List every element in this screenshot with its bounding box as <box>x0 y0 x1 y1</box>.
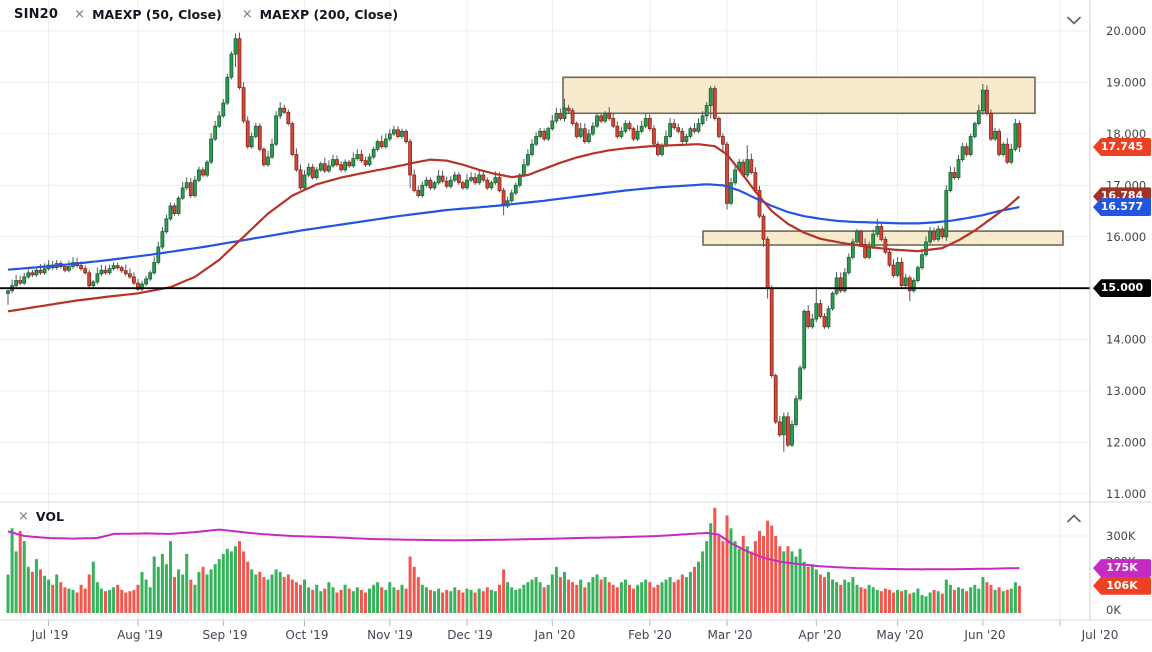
svg-text:Feb '20: Feb '20 <box>628 628 672 642</box>
ma200-value-badge: 16.577 <box>1093 198 1151 217</box>
indicator-label-maexp50[interactable]: MAEXP (50, Close) <box>92 7 222 22</box>
svg-text:11.000: 11.000 <box>1106 487 1146 501</box>
svg-text:Dec '19: Dec '19 <box>447 628 493 642</box>
svg-text:12.000: 12.000 <box>1106 436 1146 450</box>
svg-text:18.000: 18.000 <box>1106 127 1146 141</box>
volume-indicator-label[interactable]: VOL <box>35 509 64 524</box>
svg-text:20.000: 20.000 <box>1106 24 1146 38</box>
indicator-label-maexp200[interactable]: MAEXP (200, Close) <box>259 7 399 22</box>
last-price-badge: 17.745 <box>1093 137 1151 156</box>
volume-legend: × VOL <box>18 509 64 524</box>
remove-ma50-icon[interactable]: × <box>74 7 86 22</box>
svg-text:May '20: May '20 <box>876 628 923 642</box>
svg-text:0K: 0K <box>1106 603 1121 617</box>
time-axis[interactable] <box>0 620 1152 652</box>
svg-text:Jun '20: Jun '20 <box>963 628 1005 642</box>
remove-ma200-icon[interactable]: × <box>241 7 253 22</box>
chevron-up-icon <box>1067 513 1081 522</box>
svg-text:19.000: 19.000 <box>1106 75 1146 89</box>
svg-text:16.000: 16.000 <box>1106 230 1146 244</box>
svg-text:Aug '19: Aug '19 <box>117 628 163 642</box>
svg-text:Apr '20: Apr '20 <box>798 628 841 642</box>
svg-text:Sep '19: Sep '19 <box>203 628 248 642</box>
svg-text:Nov '19: Nov '19 <box>367 628 413 642</box>
last-volume-badge: 106K <box>1093 576 1151 595</box>
remove-volume-icon[interactable]: × <box>18 509 29 524</box>
symbol-ticker[interactable]: SIN20 <box>14 7 59 22</box>
svg-text:Jul '19: Jul '19 <box>31 628 69 642</box>
svg-text:Mar '20: Mar '20 <box>707 628 752 642</box>
svg-text:Jul '20: Jul '20 <box>1081 628 1119 642</box>
chart-legend: SIN20 × MAEXP (50, Close) × MAEXP (200, … <box>14 7 418 22</box>
svg-text:Oct '19: Oct '19 <box>285 628 328 642</box>
hline-price-badge: 15.000 <box>1093 279 1151 298</box>
chevron-down-icon <box>1067 16 1081 25</box>
expand-volume-pane-button[interactable] <box>1064 509 1084 527</box>
svg-text:Jan '20: Jan '20 <box>534 628 576 642</box>
volume-ma-badge: 175K <box>1093 559 1151 578</box>
svg-text:300K: 300K <box>1106 529 1136 543</box>
svg-text:14.000: 14.000 <box>1106 333 1146 347</box>
svg-text:13.000: 13.000 <box>1106 384 1146 398</box>
collapse-main-pane-button[interactable] <box>1064 11 1084 29</box>
price-axis[interactable] <box>1090 0 1152 618</box>
